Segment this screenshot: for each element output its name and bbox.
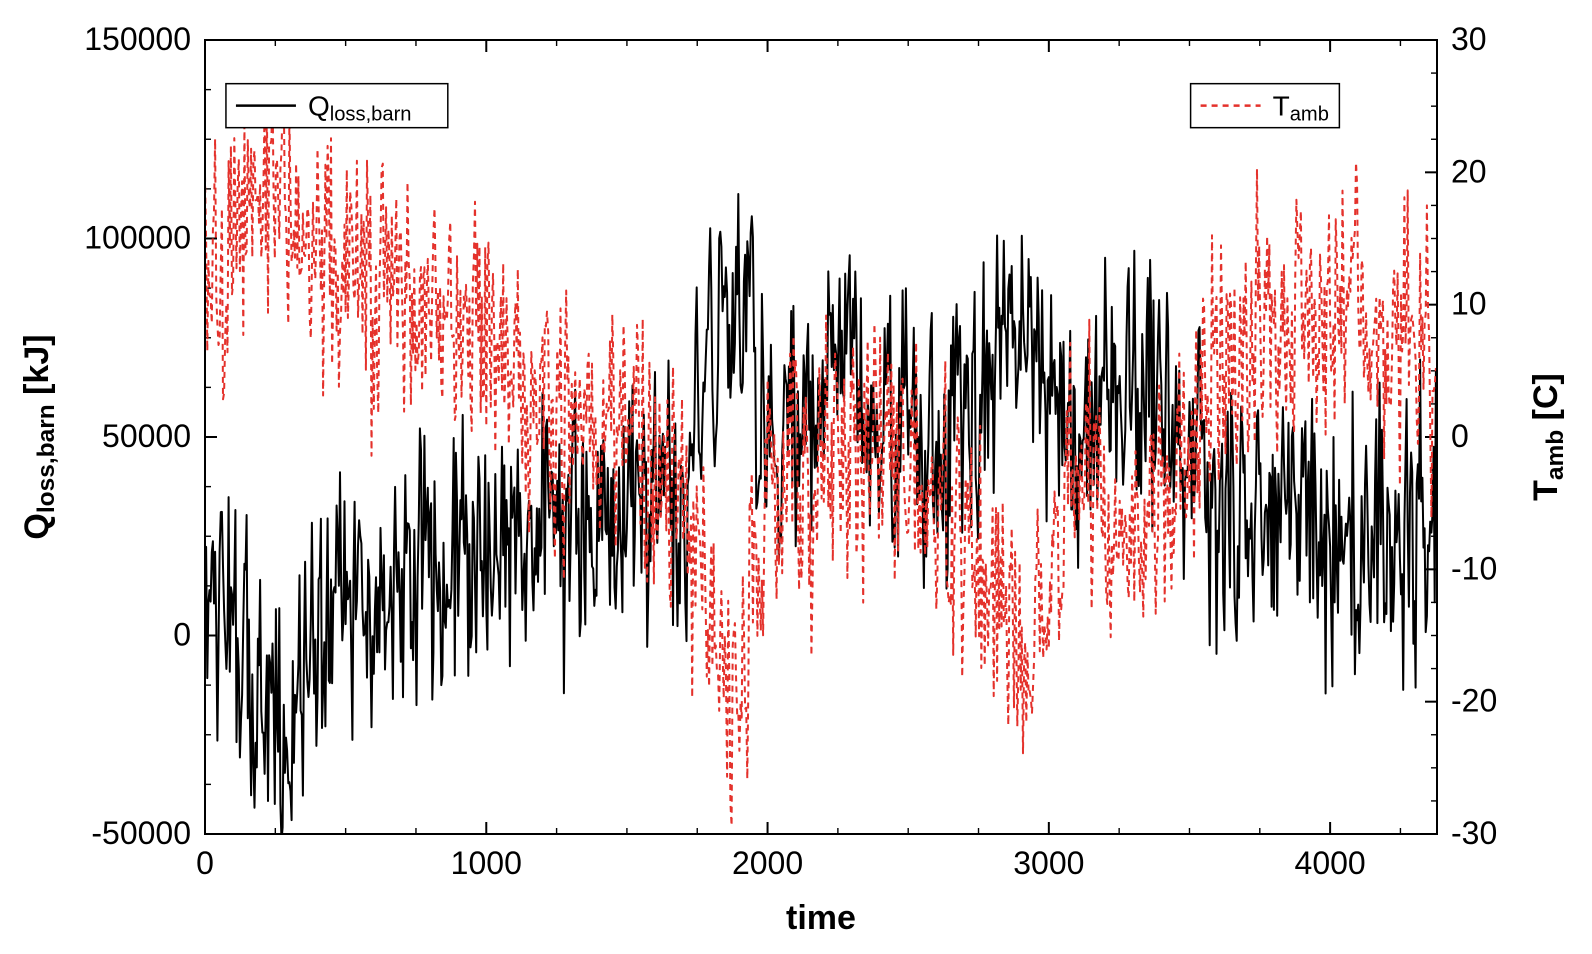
svg-text:30: 30 [1451,21,1487,57]
legend-Q_loss_barn: Qloss,barn [226,84,448,128]
svg-text:20: 20 [1451,153,1487,189]
svg-text:50000: 50000 [102,418,191,454]
chart-container: 01000200030004000-5000005000010000015000… [0,0,1592,954]
svg-text:-50000: -50000 [91,815,191,851]
svg-text:4000: 4000 [1295,845,1366,881]
svg-text:150000: 150000 [84,21,191,57]
svg-text:100000: 100000 [84,220,191,256]
svg-text:2000: 2000 [732,845,803,881]
svg-text:1000: 1000 [451,845,522,881]
svg-text:0: 0 [173,617,191,653]
chart-svg: 01000200030004000-5000005000010000015000… [0,0,1592,954]
svg-text:10: 10 [1451,286,1487,322]
svg-text:3000: 3000 [1013,845,1084,881]
legend-T_amb: Tamb [1191,84,1340,128]
svg-text:0: 0 [196,845,214,881]
x-axis-title: time [786,899,856,937]
svg-text:-10: -10 [1451,550,1497,586]
svg-text:-30: -30 [1451,815,1497,851]
svg-text:0: 0 [1451,418,1469,454]
svg-text:-20: -20 [1451,683,1497,719]
